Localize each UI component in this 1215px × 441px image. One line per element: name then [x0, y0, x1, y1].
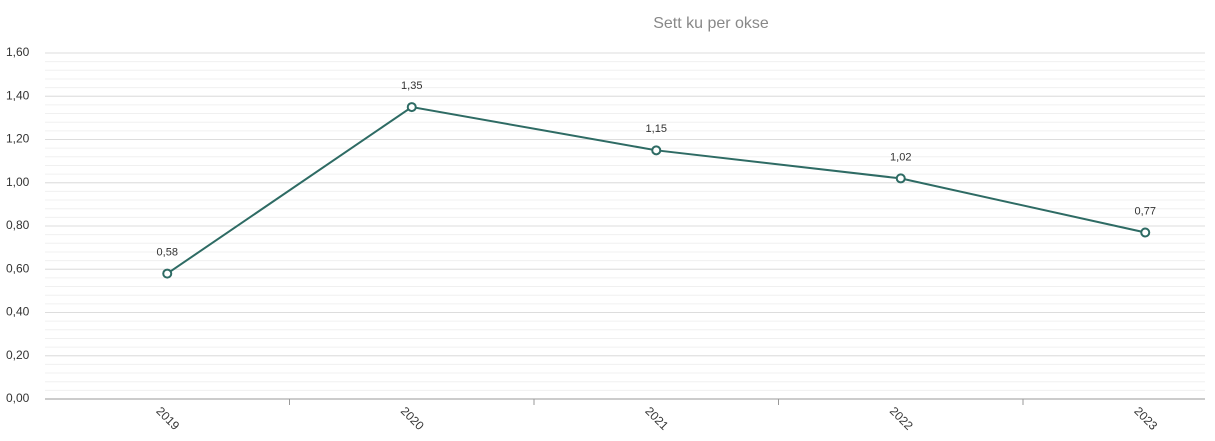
y-tick-label: 1,40 [6, 88, 30, 102]
x-tick-label: 2023 [1131, 404, 1160, 433]
y-tick-label: 0,60 [6, 261, 30, 275]
y-tick-label: 1,00 [6, 175, 30, 189]
y-tick-label: 0,20 [6, 348, 30, 362]
x-tick-label: 2022 [887, 404, 916, 433]
data-label: 0,58 [157, 246, 178, 258]
point [895, 173, 906, 184]
y-tick-label: 0,80 [6, 218, 30, 232]
y-tick-label: 0,00 [6, 391, 30, 405]
point [162, 268, 173, 279]
chart-title: Sett ku per okse [653, 15, 769, 32]
y-tick-label: 1,60 [6, 45, 30, 59]
point [406, 102, 417, 113]
data-label: 1,15 [646, 123, 667, 135]
x-tick-label: 2019 [153, 404, 182, 433]
point [651, 145, 662, 156]
data-label: 0,77 [1135, 205, 1156, 217]
point [1140, 227, 1151, 238]
x-tick-label: 2020 [398, 404, 427, 433]
data-label: 1,02 [890, 151, 911, 163]
data-label: 1,35 [401, 80, 422, 92]
x-tick-label: 2021 [642, 404, 671, 433]
y-tick-label: 1,20 [6, 132, 30, 146]
y-tick-label: 0,40 [6, 305, 30, 319]
